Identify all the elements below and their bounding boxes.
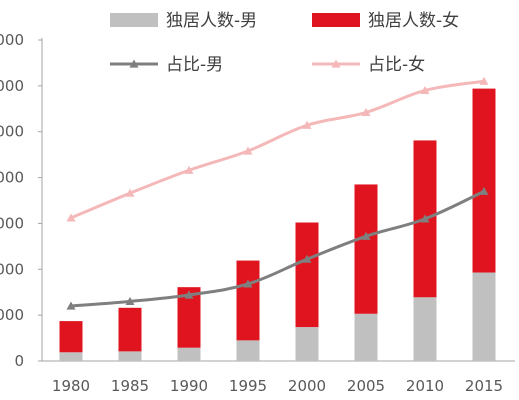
- marker-ratio-female-1980: [66, 213, 76, 222]
- legend-swatch-female-count: [312, 13, 360, 27]
- bar-male-2000: [295, 327, 319, 361]
- marker-ratio-male-1985: [125, 296, 135, 305]
- bar-male-2005: [354, 313, 378, 361]
- legend-swatch-male-ratio: [110, 59, 158, 68]
- bar-female-1990: [177, 287, 201, 348]
- bar-male-1990: [177, 347, 201, 361]
- legend-label-female-count: 独居人数-女: [368, 11, 459, 31]
- bar-male-2010: [413, 297, 437, 361]
- bar-male-2015: [472, 272, 496, 361]
- x-tick-label-1990: 1990: [170, 377, 208, 395]
- y-tick-label: 000: [0, 169, 24, 187]
- x-tick-label-1995: 1995: [229, 377, 267, 395]
- marker-ratio-male-1980: [66, 301, 76, 310]
- marker-ratio-female-2005: [361, 107, 371, 117]
- marker-ratio-female-1990: [184, 165, 194, 174]
- x-tick-label-2005: 2005: [347, 377, 385, 395]
- bar-female-2015: [472, 88, 496, 273]
- bar-female-1995: [236, 260, 260, 341]
- legend-swatch-female-ratio: [312, 59, 360, 68]
- marker-ratio-female-2010: [420, 85, 430, 95]
- marker-ratio-male-2015: [479, 186, 489, 195]
- x-tick-label-2010: 2010: [406, 377, 444, 395]
- marker-ratio-female-2000: [302, 120, 312, 129]
- bar-female-2005: [354, 184, 378, 314]
- legend-label-male-count: 独居人数-男: [166, 11, 257, 31]
- bars: [59, 88, 496, 361]
- bar-female-1985: [118, 307, 142, 352]
- y-tick-label: 000: [0, 260, 24, 278]
- legend-swatch-male-count: [110, 13, 158, 27]
- line-ratio-female: [70, 79, 485, 220]
- marker-ratio-male-2005: [361, 231, 371, 240]
- x-tick-label-1980: 1980: [52, 377, 90, 395]
- y-tick-label: 000: [0, 306, 24, 324]
- x-tick-label-1985: 1985: [111, 377, 149, 395]
- marker-ratio-female-1995: [243, 146, 253, 155]
- y-tick-label: 000: [0, 123, 24, 141]
- x-tick-label-2015: 2015: [465, 377, 503, 395]
- marker-ratio-male-2000: [302, 254, 312, 263]
- legend-label-female-ratio: 占比-女: [368, 55, 425, 75]
- y-tick-label: 000: [0, 31, 24, 49]
- marker-ratio-male-2010: [420, 214, 430, 223]
- x-axis: 1980 1985 1990 1995 2000 2005 2010 2015: [42, 360, 515, 395]
- y-tick-label: 000: [0, 214, 24, 232]
- marker-ratio-male-1990: [184, 290, 194, 299]
- bar-male-1985: [118, 351, 142, 361]
- legend-label-male-ratio: 占比-男: [166, 55, 223, 75]
- x-tick-label-2000: 2000: [288, 377, 326, 395]
- bar-female-2000: [295, 222, 319, 328]
- y-tick-label: 0: [14, 352, 24, 370]
- bar-male-1980: [59, 352, 83, 361]
- lines: [66, 76, 489, 310]
- bar-male-1995: [236, 340, 260, 361]
- legend: 独居人数-男 独居人数-女占比-男 占比-女: [110, 11, 459, 75]
- marker-ratio-male-1995: [243, 279, 253, 288]
- y-tick-label: 000: [0, 77, 24, 95]
- marker-ratio-female-1985: [125, 188, 135, 197]
- bar-female-1980: [59, 321, 83, 353]
- marker-ratio-female-2015: [479, 76, 489, 85]
